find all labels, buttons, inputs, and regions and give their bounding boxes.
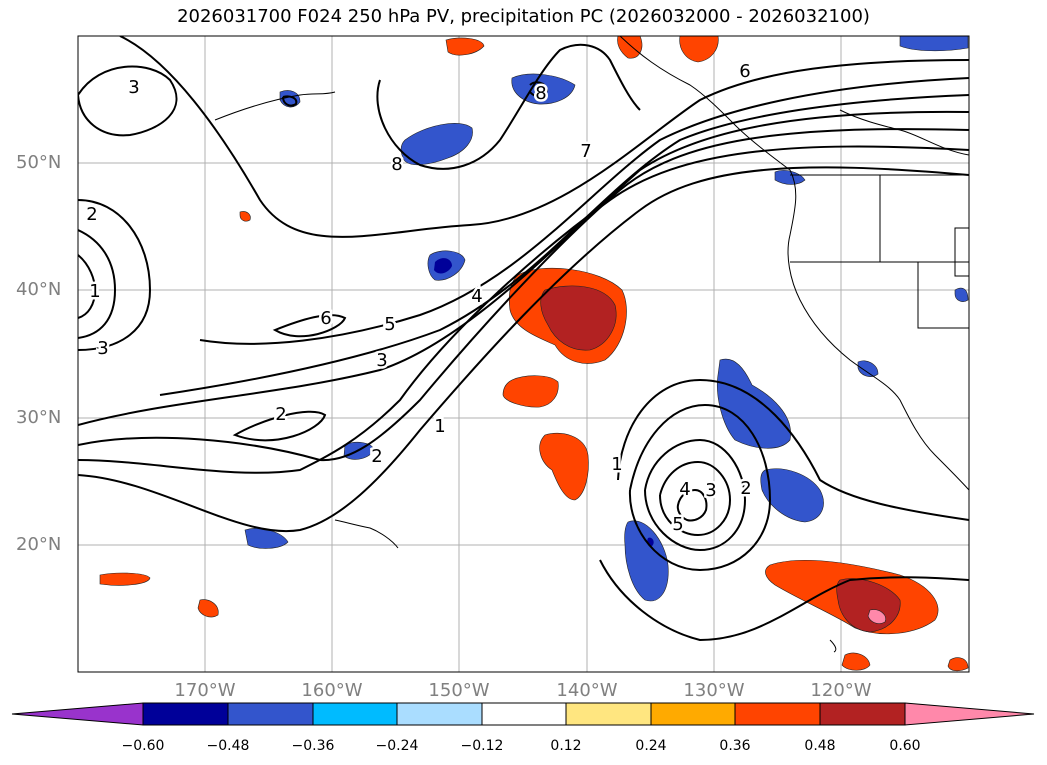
lat-label-50n: 50°N (16, 152, 62, 173)
pv-label: 6 (320, 308, 331, 329)
colorbar-tick: 0.36 (719, 738, 751, 754)
colorbar-segment (819, 702, 906, 726)
colorbar-tick: 0.24 (635, 738, 667, 754)
colorbar-tick: 0.48 (804, 738, 836, 754)
precip-positive-areas (99, 36, 969, 672)
colorbar-tick: −0.48 (206, 738, 250, 754)
lon-label-130w: 130°W (683, 680, 745, 701)
colorbar-tick: 0.60 (889, 738, 921, 754)
colorbar-segment (142, 702, 229, 726)
colorbar-high-extend (904, 702, 1035, 726)
pv-label: 2 (86, 204, 97, 225)
pv-label: 6 (739, 61, 750, 82)
lon-label-120w: 120°W (810, 680, 872, 701)
colorbar-segment (565, 702, 652, 726)
pv-label: 5 (672, 514, 683, 535)
lat-label-20n: 20°N (16, 534, 62, 555)
colorbar-segment (396, 702, 483, 726)
lat-label-40n: 40°N (16, 279, 62, 300)
colorbar-segment (227, 702, 314, 726)
colorbar-tick: −0.24 (375, 738, 419, 754)
colorbar-low-extend (11, 702, 144, 726)
map-frame (77, 35, 970, 673)
pv-contours (78, 36, 969, 642)
lon-label-160w: 160°W (301, 680, 363, 701)
pv-label: 8 (535, 83, 546, 104)
pv-contour-labels: 3 2 1 3 6 8 6 7 5 4 3 2 2 1 1 2 3 4 5 8 (84, 59, 754, 538)
colorbar-segment (734, 702, 821, 726)
colorbar-segment (312, 702, 398, 726)
lon-label-170w: 170°W (174, 680, 236, 701)
colorbar-tick: −0.36 (291, 738, 335, 754)
pv-label: 3 (128, 77, 139, 98)
pv-label: 1 (89, 281, 100, 302)
precip-negative-areas (244, 36, 969, 602)
colorbar (11, 702, 1035, 726)
pv-label: 3 (705, 480, 716, 501)
pv-label: 1 (611, 454, 622, 475)
precip-strong-negative-areas (434, 258, 654, 546)
lat-label-30n: 30°N (16, 407, 62, 428)
pv-label: 7 (580, 141, 591, 162)
pv-label: 5 (384, 314, 395, 335)
colorbar-tick: −0.60 (121, 738, 165, 754)
pv-label: 4 (679, 479, 690, 500)
colorbar-segment (481, 702, 567, 726)
map-title: 2026031700 F024 250 hPa PV, precipitatio… (177, 6, 870, 27)
lon-label-140w: 140°W (556, 680, 618, 701)
lon-label-150w: 150°W (428, 680, 490, 701)
pv-label: 3 (97, 338, 108, 359)
pv-label: 2 (371, 446, 382, 467)
pv-label: 1 (434, 416, 445, 437)
colorbar-tick: −0.12 (460, 738, 504, 754)
pv-label: 3 (376, 350, 387, 371)
pv-label: 2 (275, 404, 286, 425)
pv-label: 8 (391, 154, 402, 175)
colorbar-tick: 0.12 (550, 738, 582, 754)
pv-label: 2 (740, 478, 751, 499)
pv-label: 4 (471, 286, 482, 307)
colorbar-segment (650, 702, 736, 726)
